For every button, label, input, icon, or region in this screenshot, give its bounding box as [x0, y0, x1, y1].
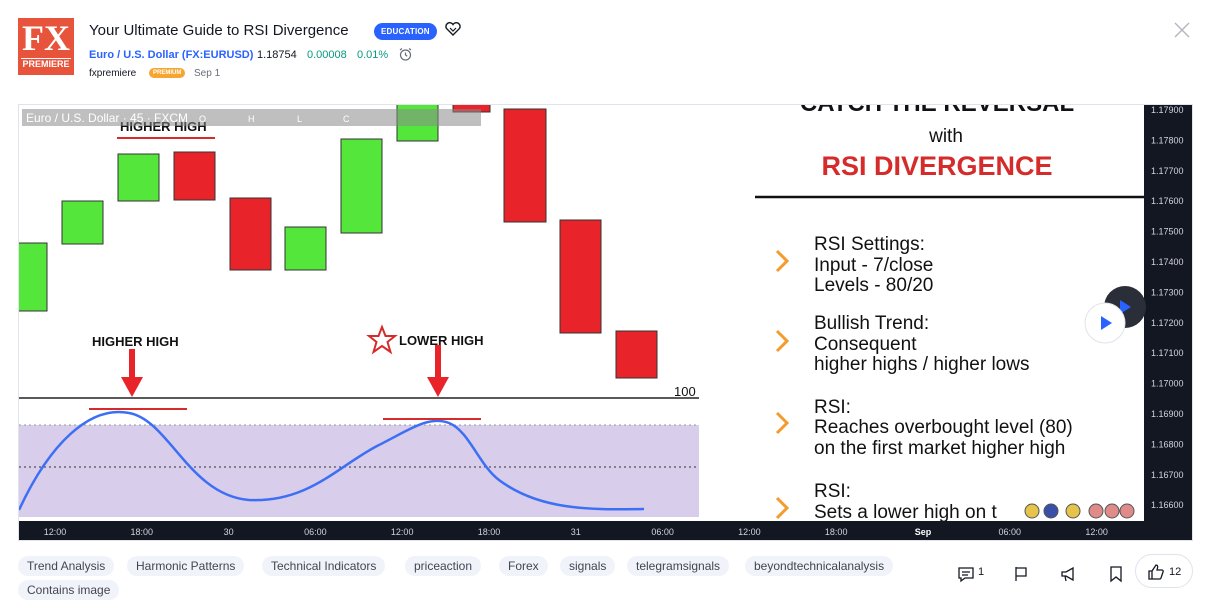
time-tick: 31 [571, 527, 581, 537]
time-tick: 06:00 [999, 527, 1022, 537]
price-tick: 1.17300 [1151, 287, 1184, 297]
price-tick: 1.17900 [1151, 105, 1184, 115]
comment-icon[interactable] [957, 563, 975, 585]
time-tick: 18:00 [825, 527, 848, 537]
annotation-higher-high: HIGHER HIGH [92, 334, 179, 349]
bullet-1-line-1: RSI Settings: [814, 234, 925, 255]
author-name[interactable]: fxpremiere [89, 68, 137, 79]
bullet-2-line-3: higher highs / higher lows [814, 354, 1029, 375]
likes-count: 12 [1169, 566, 1182, 578]
tag-chip[interactable]: priceaction [405, 556, 482, 576]
bullet-2-line-1: Bullish Trend: [814, 313, 929, 334]
price-tick: 1.16600 [1151, 500, 1184, 510]
symbol-change: 0.00008 [307, 49, 347, 61]
legend-h: H [248, 114, 255, 124]
like-button[interactable]: 12 [1135, 554, 1193, 588]
tag-chip[interactable]: Trend Analysis [18, 556, 115, 576]
price-tick: 1.17500 [1151, 227, 1184, 237]
thumbs-up-icon [1148, 564, 1164, 580]
tag-chip[interactable]: Technical Indicators [262, 556, 386, 576]
bullet-1-line-2: Input - 7/close [814, 255, 933, 276]
tag-chip[interactable]: telegramsignals [627, 556, 730, 576]
time-tick: Sep [915, 527, 932, 537]
time-tick: 12:00 [1085, 527, 1108, 537]
education-badge: EDUCATION [374, 23, 437, 40]
time-tick: 06:00 [651, 527, 674, 537]
slide-title-2: with [928, 126, 963, 147]
price-tick: 1.17000 [1151, 379, 1184, 389]
time-axis: 12:00 18:00 30 06:00 12:00 18:00 31 06:00 12:00 1… [44, 527, 1108, 537]
tag-chip[interactable]: Forex [499, 556, 548, 576]
bullet-2-line-2: Consequent [814, 334, 917, 355]
comments-count: 1 [978, 566, 985, 578]
premium-badge: PREMIUM [149, 68, 186, 78]
slide-title-3: RSI DIVERGENCE [821, 151, 1052, 181]
legend-l: L [297, 114, 302, 124]
idea-title: Your Ultimate Guide to RSI Divergence [89, 22, 349, 39]
slide-title-1: CATCH THE REVERSAL [800, 105, 1074, 117]
price-tick: 1.17100 [1151, 348, 1184, 358]
tag-chip[interactable]: beyondtechnicalanalysis [745, 556, 894, 576]
time-tick: 12:00 [391, 527, 414, 537]
tag-chip[interactable]: Harmonic Patterns [127, 556, 245, 576]
candles [19, 105, 658, 379]
bullet-3-line-1: RSI: [814, 397, 851, 418]
time-tick: 12:00 [738, 527, 761, 537]
bullet-3-line-2: Reaches overbought level (80) [814, 417, 1073, 438]
author-logo[interactable]: FX PREMIERE [18, 18, 74, 75]
annotation-lower-high: LOWER HIGH [399, 333, 484, 348]
svg-text:H: H [248, 114, 255, 124]
legend-c: C [343, 114, 350, 124]
bullet-4-line-1: RSI: [814, 481, 851, 502]
time-tick: 18:00 [131, 527, 154, 537]
price-axis: 1.17900 1.17800 1.17700 1.17600 1.17500 1.174… [1151, 105, 1184, 510]
bullet-4-line-2: Sets a lower high on t [814, 502, 997, 523]
share-icon[interactable] [1059, 563, 1077, 585]
symbol-change-percent: 0.01% [357, 49, 389, 61]
idea-header: FX PREMIERE Your Ultimate Guide to RSI D… [18, 18, 1193, 88]
rsi-line [19, 410, 645, 511]
bullet-1-line-3: Levels - 80/20 [814, 275, 933, 296]
bullet-chevrons [775, 249, 790, 520]
price-tick: 1.16700 [1151, 470, 1184, 480]
logo-subtext: PREMIERE [21, 58, 71, 69]
bookmark-icon[interactable] [1107, 563, 1125, 585]
price-tick: 1.17400 [1151, 257, 1184, 267]
symbol-price: 1.18754 [257, 49, 297, 61]
time-tick: 12:00 [44, 527, 67, 537]
emoji-icons [1024, 503, 1135, 519]
time-tick: 18:00 [478, 527, 501, 537]
price-tick: 1.16900 [1151, 409, 1184, 419]
bullet-3-line-3: on the first market higher high [814, 438, 1065, 459]
price-tick: 1.16800 [1151, 439, 1184, 449]
svg-text:O: O [199, 114, 206, 124]
arrow-down-icon [427, 345, 449, 397]
star-icon [366, 324, 398, 355]
price-tick: 1.17600 [1151, 196, 1184, 206]
close-icon[interactable] [1173, 21, 1191, 39]
svg-text:L: L [297, 114, 302, 124]
tag-chip[interactable]: Contains image [18, 580, 120, 600]
symbol-link[interactable]: Euro / U.S. Dollar (FX:EURUSD) [89, 49, 254, 61]
chart-legend-symbol: Euro / U.S. Dollar · 45 · FXCM [26, 111, 188, 125]
boost-heart-icon[interactable] [444, 21, 462, 37]
svg-text:C: C [343, 114, 350, 124]
logo-text: FX [22, 18, 70, 58]
flag-icon[interactable] [1012, 563, 1030, 585]
tag-chip[interactable]: signals [560, 556, 616, 576]
price-tick: 1.17700 [1151, 166, 1184, 176]
alarm-clock-icon[interactable] [398, 47, 413, 62]
rsi-zone [19, 425, 699, 517]
play-button[interactable] [1084, 302, 1126, 344]
chart-snapshot[interactable]: 100 HIGHER HIGH LOWER HIGH HIGHER HIGH E [18, 104, 1193, 541]
time-tick: 30 [224, 527, 234, 537]
level-100-label: 100 [674, 384, 696, 399]
arrow-down-icon [121, 349, 143, 397]
legend-o: O [199, 114, 206, 124]
price-tick: 1.17200 [1151, 318, 1184, 328]
time-tick: 06:00 [304, 527, 327, 537]
publish-date: Sep 1 [194, 68, 221, 79]
play-icon [1101, 316, 1112, 330]
price-tick: 1.17800 [1151, 135, 1184, 145]
